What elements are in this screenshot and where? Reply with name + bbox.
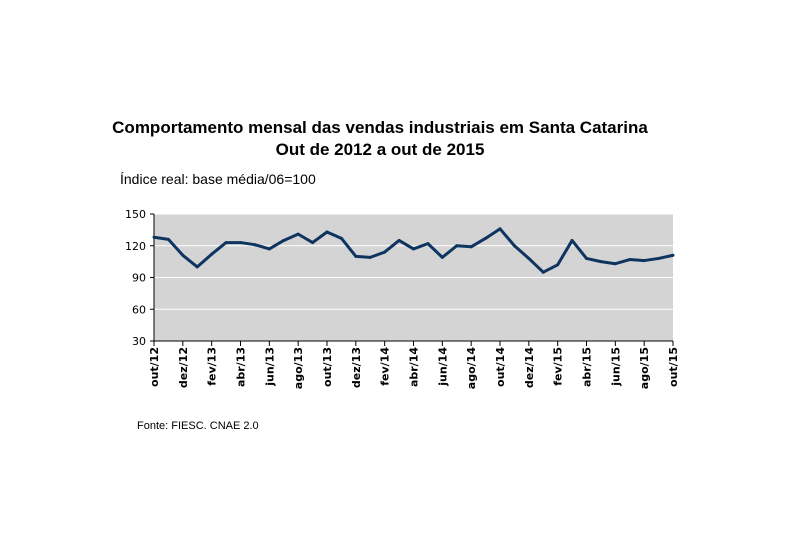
data-point (152, 235, 156, 239)
x-tick-label: out/14 (494, 347, 507, 387)
data-point (224, 241, 228, 245)
data-point (570, 238, 574, 242)
data-point (527, 256, 531, 260)
data-point (440, 255, 444, 259)
data-point (613, 262, 617, 266)
x-tick-label: fev/14 (379, 347, 392, 386)
x-tick-label: ago/15 (638, 347, 651, 389)
data-point (210, 252, 214, 256)
data-point (239, 241, 242, 245)
data-point (556, 263, 560, 267)
x-tick-label: jun/15 (609, 347, 622, 387)
x-tick-label: fev/15 (552, 347, 565, 386)
x-tick-label: jun/13 (263, 347, 276, 387)
data-point (296, 232, 300, 236)
data-point (498, 227, 502, 231)
data-point (282, 238, 286, 242)
data-point (541, 270, 545, 274)
data-point (642, 259, 646, 263)
x-tick-label: out/13 (321, 347, 334, 387)
data-point (512, 244, 516, 248)
y-tick-label: 150 (125, 208, 146, 221)
data-point (339, 236, 343, 240)
data-point (585, 256, 588, 260)
data-point (484, 236, 488, 240)
x-tick-label: abr/13 (235, 347, 248, 387)
data-point (469, 245, 473, 249)
x-tick-label: abr/14 (408, 347, 421, 387)
x-tick-label: dez/12 (177, 347, 190, 388)
data-point (267, 247, 271, 251)
y-tick-label: 30 (132, 335, 146, 348)
chart-title: Comportamento mensal das vendas industri… (112, 118, 648, 137)
data-point (426, 242, 430, 246)
x-tick-label: fev/13 (206, 347, 219, 386)
data-point (311, 241, 315, 245)
data-point (671, 253, 675, 257)
data-point (354, 254, 358, 258)
x-tick-label: out/12 (148, 347, 161, 387)
data-point (657, 256, 661, 260)
y-tick-label: 120 (125, 240, 146, 253)
data-point (368, 255, 372, 259)
source-note: Fonte: FIESC. CNAE 2.0 (137, 420, 259, 432)
x-tick-label: dez/14 (523, 347, 536, 388)
x-tick-label: ago/14 (465, 347, 478, 390)
chart-subtitle: Out de 2012 a out de 2015 (275, 140, 485, 159)
y-tick-label: 90 (132, 272, 146, 285)
x-tick-label: ago/13 (292, 347, 305, 389)
x-tick-label: dez/13 (350, 347, 363, 388)
data-point (325, 230, 329, 234)
x-tick-label: jun/14 (436, 347, 449, 387)
data-point (383, 250, 387, 254)
data-point (455, 244, 459, 248)
data-point (253, 243, 257, 247)
data-point (397, 238, 401, 242)
data-point (412, 247, 415, 251)
y-tick-label: 60 (132, 303, 146, 316)
data-point (166, 237, 170, 241)
x-tick-label: abr/15 (581, 347, 594, 387)
x-tick-label: out/15 (667, 347, 680, 387)
data-point (195, 265, 199, 269)
y-axis-label: Índice real: base média/06=100 (120, 171, 316, 187)
data-point (181, 253, 185, 257)
data-point (628, 258, 632, 262)
data-point (599, 260, 603, 264)
